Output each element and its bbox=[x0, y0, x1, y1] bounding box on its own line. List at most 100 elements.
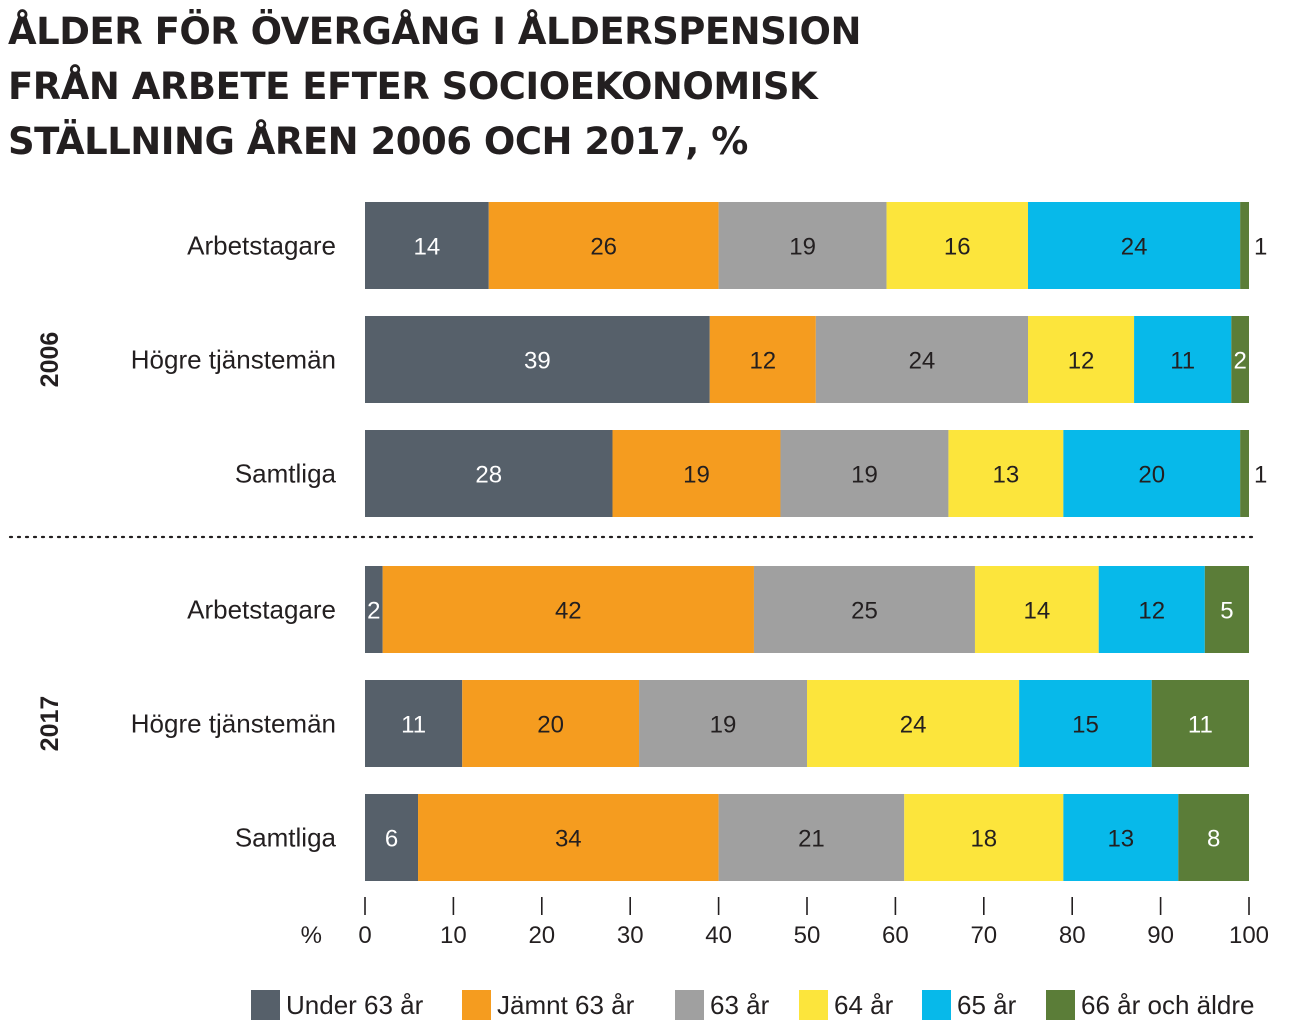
legend-swatch bbox=[675, 990, 704, 1020]
chart-title-line: FRÅN ARBETE EFTER SOCIOEKONOMISK bbox=[8, 65, 818, 108]
bar-segment bbox=[365, 566, 383, 653]
data-label: 28 bbox=[475, 462, 502, 489]
bar-segment bbox=[365, 316, 710, 403]
x-tick-label: 30 bbox=[617, 922, 644, 949]
row-label: Arbetstagare bbox=[187, 595, 336, 625]
bar-segment bbox=[807, 680, 1020, 767]
bar-segment bbox=[1204, 566, 1249, 653]
legend-label: Under 63 år bbox=[286, 990, 424, 1020]
data-label: 19 bbox=[851, 462, 878, 489]
bar-segment bbox=[1028, 202, 1241, 289]
data-label: 2 bbox=[367, 598, 380, 625]
legend-label: 64 år bbox=[834, 990, 894, 1020]
data-label: 26 bbox=[590, 234, 617, 261]
bar-segment bbox=[718, 202, 887, 289]
data-label: 8 bbox=[1207, 826, 1220, 853]
data-label: 34 bbox=[555, 826, 582, 853]
x-tick-label: 80 bbox=[1059, 922, 1086, 949]
bar-segment bbox=[886, 202, 1028, 289]
chart-title-line: STÄLLNING ÅREN 2006 OCH 2017, % bbox=[8, 120, 748, 163]
data-label: 19 bbox=[789, 234, 816, 261]
row-label: Högre tjänstemän bbox=[131, 345, 336, 375]
x-axis-label: % bbox=[301, 922, 322, 949]
data-label: 11 bbox=[1170, 348, 1195, 375]
legend-swatch bbox=[799, 990, 828, 1020]
legend-swatch bbox=[922, 990, 951, 1020]
x-tick-label: 50 bbox=[794, 922, 821, 949]
data-label: 19 bbox=[710, 712, 737, 739]
group-label: 2017 bbox=[36, 696, 64, 752]
legend-label: 66 år och äldre bbox=[1081, 990, 1254, 1020]
bar-segment bbox=[639, 680, 807, 767]
chart-title: ÅLDER FÖR ÖVERGÅNG I ÅLDERSPENSION FRÅN … bbox=[8, 4, 1008, 169]
row-label: Högre tjänstemän bbox=[131, 709, 336, 739]
data-label: 14 bbox=[1023, 598, 1050, 625]
bar-segment bbox=[365, 202, 489, 289]
bar-segment bbox=[780, 430, 949, 517]
legend-label: 65 år bbox=[957, 990, 1017, 1020]
data-label: 39 bbox=[524, 348, 551, 375]
data-label: 24 bbox=[900, 712, 927, 739]
bar-segment bbox=[1063, 430, 1241, 517]
data-label: 13 bbox=[993, 462, 1020, 489]
data-label: 1 bbox=[1254, 234, 1267, 261]
bar-segment bbox=[1240, 202, 1249, 289]
bar-segment bbox=[488, 202, 719, 289]
bar-segment bbox=[904, 794, 1064, 881]
x-tick-label: 100 bbox=[1229, 922, 1269, 949]
bar-segment bbox=[1063, 794, 1179, 881]
data-label: 5 bbox=[1220, 598, 1233, 625]
bar-segment bbox=[718, 794, 905, 881]
data-label: 19 bbox=[683, 462, 710, 489]
legend-swatch bbox=[1046, 990, 1075, 1020]
bar-segment bbox=[1019, 680, 1152, 767]
bar-segment bbox=[1098, 566, 1205, 653]
data-label: 20 bbox=[1138, 462, 1165, 489]
data-label: 11 bbox=[1188, 712, 1213, 739]
bar-segment bbox=[365, 794, 419, 881]
bar-segment bbox=[974, 566, 1099, 653]
data-label: 24 bbox=[909, 348, 936, 375]
x-tick-label: 90 bbox=[1147, 922, 1174, 949]
bar-segment bbox=[418, 794, 719, 881]
bar-segment bbox=[1028, 316, 1135, 403]
bar-segment bbox=[948, 430, 1064, 517]
data-label: 11 bbox=[401, 712, 426, 739]
x-tick-label: 10 bbox=[440, 922, 467, 949]
bar-segment bbox=[462, 680, 640, 767]
bar-segment bbox=[753, 566, 975, 653]
row-label: Arbetstagare bbox=[187, 231, 336, 261]
data-label: 14 bbox=[414, 234, 441, 261]
data-label: 18 bbox=[970, 826, 997, 853]
bar-segment bbox=[815, 316, 1028, 403]
bar-segment bbox=[1178, 794, 1249, 881]
bar-segment bbox=[1231, 316, 1249, 403]
x-tick-label: 20 bbox=[528, 922, 555, 949]
x-tick-label: 70 bbox=[970, 922, 997, 949]
legend-swatch bbox=[251, 990, 280, 1020]
bar-segment bbox=[1240, 430, 1249, 517]
row-label: Samtliga bbox=[235, 459, 337, 489]
data-label: 42 bbox=[555, 598, 582, 625]
group-label: 2006 bbox=[36, 332, 64, 388]
bar-segment bbox=[382, 566, 754, 653]
data-label: 15 bbox=[1072, 712, 1099, 739]
data-label: 16 bbox=[944, 234, 971, 261]
bar-segment bbox=[709, 316, 816, 403]
x-tick-label: 40 bbox=[705, 922, 732, 949]
data-label: 21 bbox=[798, 826, 825, 853]
data-label: 12 bbox=[749, 348, 776, 375]
chart-title-line: ÅLDER FÖR ÖVERGÅNG I ÅLDERSPENSION bbox=[8, 10, 861, 53]
data-label: 13 bbox=[1107, 826, 1134, 853]
bar-segment bbox=[365, 430, 613, 517]
data-label: 20 bbox=[537, 712, 564, 739]
data-label: 24 bbox=[1121, 234, 1148, 261]
legend-swatch bbox=[462, 990, 491, 1020]
data-label: 12 bbox=[1068, 348, 1095, 375]
bar-segment bbox=[1134, 316, 1232, 403]
data-label: 12 bbox=[1138, 598, 1165, 625]
data-label: 1 bbox=[1254, 462, 1267, 489]
x-tick-label: 0 bbox=[358, 922, 371, 949]
data-label: 2 bbox=[1233, 348, 1246, 375]
